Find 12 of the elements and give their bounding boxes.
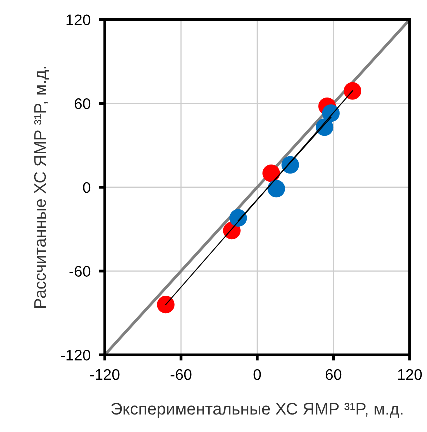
- y-tick-label: 60: [74, 98, 91, 110]
- y-tick-label: 0: [83, 182, 91, 194]
- x-tick-label: 0: [254, 369, 262, 380]
- x-tick-label: 60: [326, 369, 342, 380]
- y-tick-label: -120: [61, 350, 91, 361]
- x-tick-label: -120: [90, 369, 120, 380]
- x-tick-label: 120: [398, 369, 422, 380]
- y-tick-label: 120: [66, 14, 91, 26]
- x-tick-label: -60: [170, 369, 192, 380]
- x-axis-title: Экспериментальные ХС ЯМР ³¹P, м.д.: [112, 403, 403, 418]
- y-axis-title: Рассчитанные ХС ЯМР ³¹P, м.д.: [34, 67, 50, 308]
- y-tick-label: -60: [70, 266, 91, 277]
